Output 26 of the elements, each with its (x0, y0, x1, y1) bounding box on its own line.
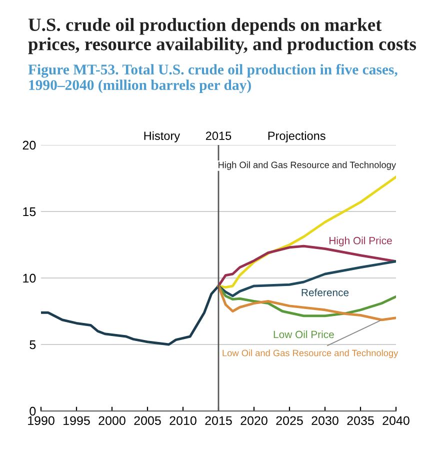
x-tick-label: 2030 (312, 416, 338, 426)
y-tick-label: 5 (30, 340, 36, 350)
y-tick-label: 0 (30, 406, 36, 416)
x-tick-label: 2020 (240, 416, 268, 426)
ref-line-label: 2015 (206, 132, 232, 140)
series-label: High Oil Price (330, 236, 392, 246)
x-tick-label: 1990 (28, 416, 54, 426)
y-tick-label: 20 (22, 140, 36, 150)
x-tick-label: 2005 (134, 416, 161, 426)
x-tick-label: 2035 (347, 416, 374, 426)
series-label: High Oil and Gas Resource and Technology (218, 161, 396, 170)
x-tick-label: 2025 (276, 416, 303, 426)
series-label: Low Oil Price (274, 330, 334, 338)
y-tick-label: 10 (23, 274, 36, 283)
series-label: Reference (302, 288, 349, 296)
x-tick-label: 2015 (205, 416, 232, 426)
x-tick-label: 2000 (98, 416, 126, 426)
x-tick-label: 2010 (170, 416, 196, 426)
text: History (144, 131, 180, 142)
text: Projections (268, 131, 326, 142)
text: Low Oil and Gas Resource and Technology (222, 350, 398, 358)
x-tick-label: 1995 (64, 416, 90, 426)
chart-subtitle: Figure MT-53. Total U.S. crude oil production in five cases, 1990–2040 (million barrels per day) (28, 64, 398, 94)
chart-title: U.S. crude oil production depends on market prices, resource availability, and production costs (28, 18, 416, 54)
x-tick-label: 2040 (382, 416, 410, 426)
y-tick-label: 15 (23, 207, 36, 216)
